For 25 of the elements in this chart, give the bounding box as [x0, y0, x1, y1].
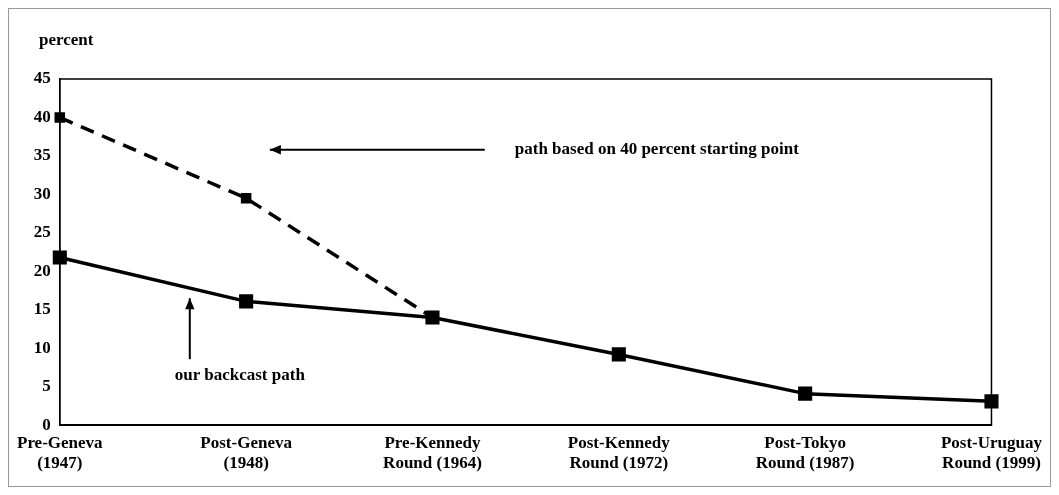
x-tick-label: Post-Kennedy Round (1972)	[567, 432, 671, 473]
annotation: path based on 40 percent starting point	[514, 139, 800, 159]
point	[52, 250, 67, 265]
y-tick-label: 5	[42, 376, 51, 396]
y-tick-label: 45	[33, 68, 51, 88]
x-tick-label: Post-Geneva (1948)	[200, 432, 293, 473]
point	[611, 347, 626, 362]
y-tick-label: 30	[33, 183, 51, 203]
x-tick-label: Pre-Kennedy Round (1964)	[383, 432, 482, 473]
x-tick-label: Post-Tokyo Round (1987)	[755, 432, 855, 473]
point	[798, 386, 813, 401]
y-tick-label: 15	[33, 299, 51, 319]
y-tick-label: 0	[42, 414, 51, 434]
y-tick-label: 20	[33, 260, 51, 280]
y-tick-label: 25	[33, 222, 51, 242]
y-tick-label: 35	[33, 145, 51, 165]
y-axis-title: percent	[39, 30, 94, 50]
y-tick-label: 10	[33, 337, 51, 357]
x-tick-label: Pre-Geneva (1947)	[16, 432, 104, 473]
point	[240, 192, 252, 204]
y-tick-label: 40	[33, 106, 51, 126]
point	[239, 294, 254, 309]
x-tick-label: Post-Uruguay Round (1999)	[940, 432, 1043, 473]
point	[984, 394, 999, 409]
annotation: our backcast path	[174, 364, 306, 384]
